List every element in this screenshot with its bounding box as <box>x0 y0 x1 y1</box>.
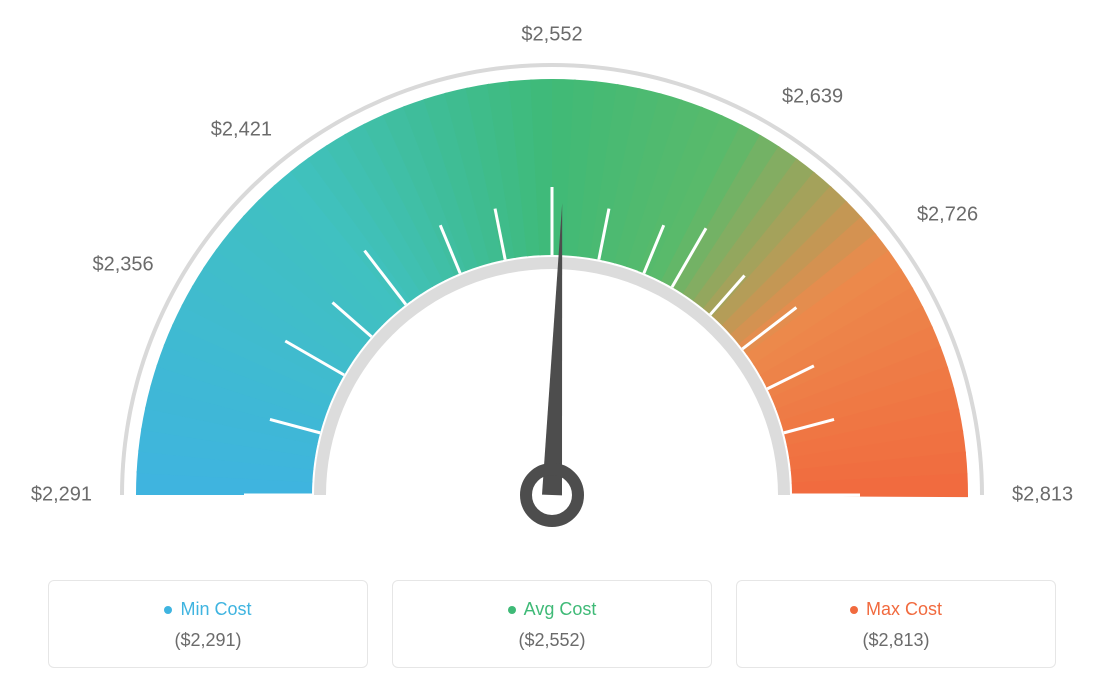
gauge-tick-label: $2,421 <box>211 119 272 142</box>
dot-icon <box>508 606 516 614</box>
legend-row: Min Cost ($2,291) Avg Cost ($2,552) Max … <box>0 580 1104 668</box>
gauge-tick-label: $2,639 <box>782 85 843 108</box>
legend-value-avg: ($2,552) <box>403 630 701 651</box>
legend-label-avg: Avg Cost <box>524 599 597 620</box>
gauge-tick-label: $2,552 <box>521 24 582 47</box>
gauge-chart: $2,291 $2,356 $2,421 $2,552 $2,639 $2,726 $2,8… <box>0 0 1104 560</box>
gauge-tick-label: $2,356 <box>92 254 153 277</box>
gauge-tick-label: $2,726 <box>917 203 978 226</box>
dot-icon <box>850 606 858 614</box>
gauge-svg <box>0 0 1104 560</box>
legend-label-min: Min Cost <box>180 599 251 620</box>
legend-card-min: Min Cost ($2,291) <box>48 580 368 668</box>
gauge-tick-label: $2,291 <box>31 484 92 507</box>
legend-label-max: Max Cost <box>866 599 942 620</box>
legend-value-max: ($2,813) <box>747 630 1045 651</box>
dot-icon <box>164 606 172 614</box>
legend-value-min: ($2,291) <box>59 630 357 651</box>
legend-card-avg: Avg Cost ($2,552) <box>392 580 712 668</box>
legend-title-avg: Avg Cost <box>508 599 597 620</box>
legend-card-max: Max Cost ($2,813) <box>736 580 1056 668</box>
gauge-tick-label: $2,813 <box>1012 484 1073 507</box>
legend-title-min: Min Cost <box>164 599 251 620</box>
legend-title-max: Max Cost <box>850 599 942 620</box>
